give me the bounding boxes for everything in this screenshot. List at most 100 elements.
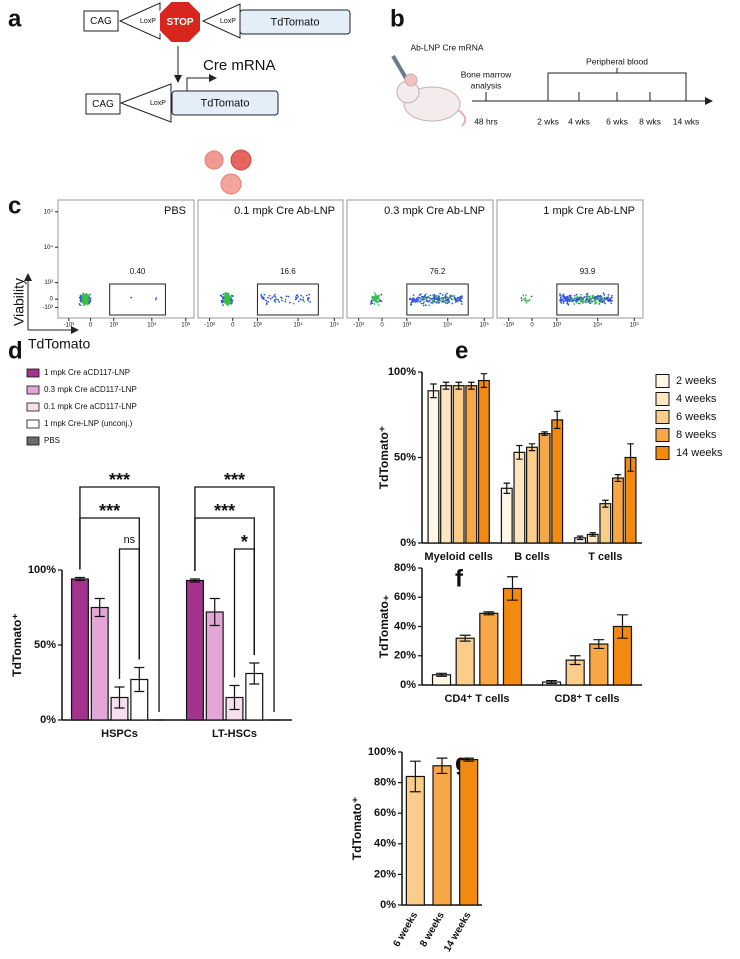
bar	[526, 446, 538, 544]
event-dot	[435, 301, 438, 304]
event-dot	[451, 302, 454, 305]
legend-label: 0.1 mpk Cre aCD117-LNP	[44, 402, 137, 411]
y-axis-label: TdTomato₊	[377, 595, 391, 658]
event-dot	[424, 304, 427, 307]
panel-label: f	[455, 565, 464, 592]
event-dot	[456, 297, 459, 300]
event-dot	[271, 296, 274, 299]
event-dot	[444, 296, 447, 299]
event-dot	[300, 299, 303, 301]
bar	[432, 765, 452, 906]
legend-swatch	[26, 419, 40, 429]
event-dot	[524, 294, 527, 297]
reporter-label: TdTomato	[271, 16, 320, 28]
event-dot	[426, 297, 428, 299]
event-dot	[582, 298, 585, 300]
bar	[90, 606, 109, 721]
event-dot	[420, 297, 422, 300]
event-dot	[274, 293, 276, 296]
event-dot	[448, 297, 450, 300]
x-tick-label: 0	[380, 323, 384, 329]
plot-title: 0.1 mpk Cre Ab-LNP	[234, 205, 335, 217]
event-dot	[560, 302, 563, 304]
error-bar	[546, 680, 557, 685]
error-bar	[480, 373, 488, 388]
error-bar	[602, 499, 609, 508]
y-tick-label: 10⁵	[44, 208, 54, 215]
event-dot	[79, 294, 82, 297]
event-dot	[586, 298, 589, 300]
legend-label: 0.3 mpk Cre aCD117-LNP	[44, 385, 137, 394]
event-dot	[454, 301, 457, 304]
event-dot	[588, 296, 591, 299]
event-dot	[373, 303, 376, 305]
significance-bracket	[118, 548, 140, 679]
event-dot	[231, 301, 233, 304]
event-dot	[230, 294, 233, 297]
x-tick-label: 10⁴	[443, 322, 453, 329]
error-bar	[483, 611, 495, 616]
event-dot	[578, 302, 581, 305]
event-dot	[460, 297, 463, 300]
event-dot	[418, 294, 421, 297]
event-dot	[83, 304, 86, 307]
event-dot	[423, 300, 426, 303]
event-dot	[579, 297, 582, 300]
event-dot	[573, 294, 576, 297]
event-dot	[82, 298, 85, 301]
event-dot	[441, 294, 444, 296]
event-dot	[439, 292, 442, 295]
event-dot	[561, 298, 564, 301]
y-tick-label: 20%	[374, 868, 396, 880]
event-dot	[305, 294, 308, 297]
legend-swatch	[655, 374, 670, 388]
event-dot	[377, 304, 380, 306]
event-dot	[224, 292, 227, 294]
reporter-box	[171, 90, 279, 116]
legend-swatch	[26, 368, 40, 378]
pb-label: Peripheral blood	[586, 56, 648, 66]
event-dot	[603, 296, 606, 299]
event-dot	[600, 299, 603, 302]
event-dot	[307, 299, 310, 302]
y-tick-label: 20%	[394, 650, 416, 662]
promoter-box	[83, 10, 119, 32]
x-tick-label: HSPCs	[101, 728, 138, 740]
mouse-ear	[404, 73, 418, 87]
error-bar	[455, 381, 462, 390]
event-dot	[227, 296, 230, 298]
bar	[589, 643, 609, 686]
x-tick-label: 0	[530, 323, 534, 329]
event-dot	[559, 293, 561, 295]
step-label: Cre mRNA	[203, 57, 276, 74]
event-dot	[411, 300, 414, 303]
bar	[185, 579, 204, 721]
event-dot	[607, 300, 610, 303]
event-dot	[560, 296, 562, 299]
event-dot	[598, 295, 600, 298]
error-bar	[617, 614, 628, 639]
event-dot	[284, 300, 287, 303]
event-dot	[600, 298, 603, 301]
event-dot	[563, 295, 566, 298]
event-dot	[580, 293, 582, 296]
error-bar	[436, 757, 448, 775]
event-dot	[594, 302, 597, 305]
event-dot	[378, 294, 381, 297]
event-dot	[597, 297, 599, 300]
event-dot	[603, 298, 606, 301]
event-dot	[520, 297, 523, 300]
event-dot	[580, 300, 582, 303]
bar	[538, 432, 551, 544]
timepoint-label: 14 wks	[673, 116, 699, 126]
gate	[556, 283, 619, 316]
y-tick-label: 80%	[374, 777, 396, 789]
panel-label: d	[8, 337, 23, 364]
event-dot	[593, 297, 596, 300]
event-dot	[575, 293, 578, 296]
bar	[513, 451, 526, 544]
event-dot	[461, 295, 463, 298]
event-dot	[577, 302, 580, 305]
